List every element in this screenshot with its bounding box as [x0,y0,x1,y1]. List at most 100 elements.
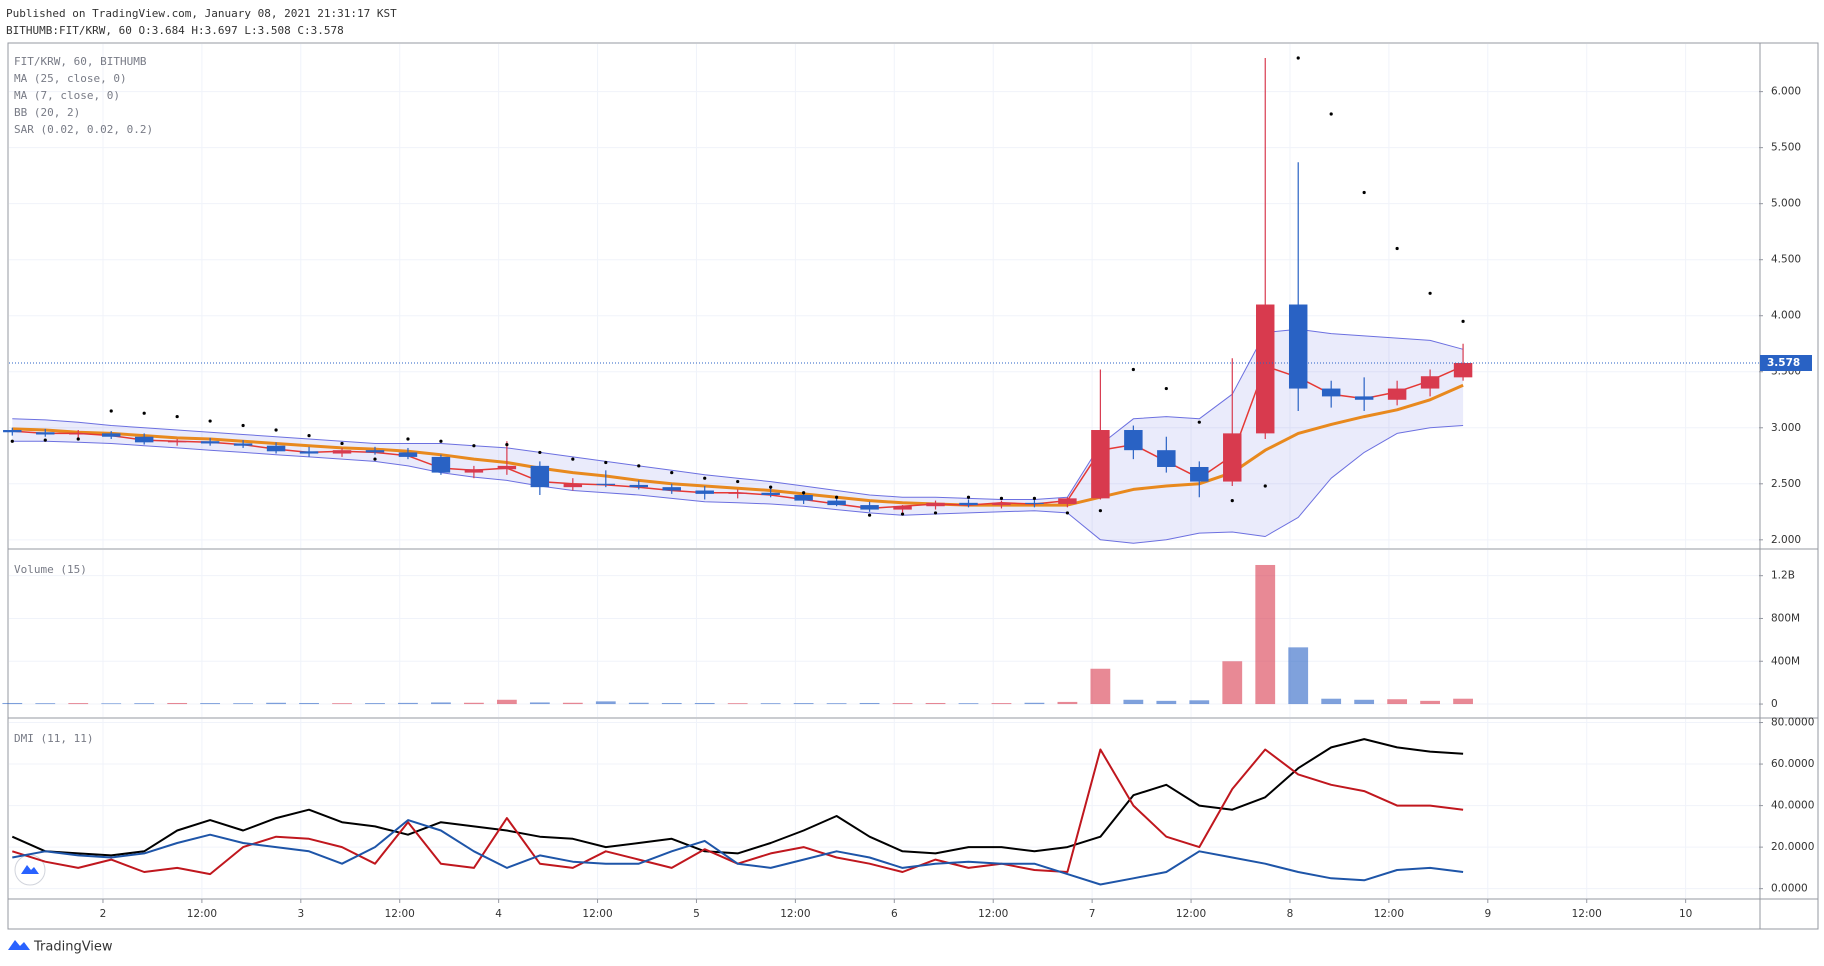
sar-dot [835,495,839,499]
y-tick-label: 3.000 [1771,422,1801,434]
sar-dot [1362,190,1366,195]
sar-dot [439,439,443,443]
volume-bar [562,702,583,705]
candle-body [959,502,978,506]
x-tick-label: 4 [495,908,502,920]
sar-dot [373,457,377,461]
sar-dot [867,513,872,517]
volume-bar [694,702,715,705]
sar-dot [76,437,80,441]
volume-bar [200,703,221,705]
candle-body [596,483,616,485]
pane-volume: 0 400M 800M 1.2B Volume (15) [2,550,1800,717]
dmi-line [12,819,1464,886]
bollinger-fill [12,329,1464,544]
y-tick-label: 2.000 [1771,534,1801,546]
sar-dot [109,409,113,413]
x-tick-label: 2 [100,908,107,920]
sar-dot [802,491,806,495]
sar-dot [307,434,311,438]
sar-dot [637,464,641,468]
candle-body [1223,433,1242,482]
y-tick-label: 20.0000 [1771,841,1814,853]
volume-bar [101,703,122,705]
volume-bar [1387,699,1408,705]
sar-dot [10,439,14,443]
y-tick-label: 6.000 [1771,86,1801,98]
volume-bar [1189,700,1210,705]
volume-bar [464,702,484,705]
candle-body [332,450,352,454]
sar-dot [1428,291,1432,295]
volume-bar [134,703,155,705]
y-tick-label: 800M [1771,612,1800,624]
volume-bar [958,703,979,705]
x-tick-label: 12:00 [1572,908,1602,920]
candle-body [1157,450,1176,467]
pane-line: 0.0000 20.0000 40.0000 60.0000 80.0000 DMI (1… [9,717,1814,920]
candle-body [629,484,649,488]
volume-bar [1321,698,1342,705]
candle-body [266,445,286,452]
candle-body [1288,304,1308,389]
sar-dot [966,495,971,499]
sar-dot [1296,56,1300,60]
volume-bar [529,702,550,705]
x-tick-label: 12:00 [187,908,217,920]
symbol-line: BITHUMB:FIT/KRW, 60 O:3.684 H:3.697 L:3.… [6,24,344,37]
candle-body [860,505,879,510]
legend-entry: FIT/KRW, 60, BITHUMB [14,55,147,68]
volume-bar [431,702,451,705]
candle-body [827,500,846,506]
sar-dot [241,423,245,428]
sar-dot [999,496,1004,500]
volume-bar [991,703,1012,705]
sar-dot [43,438,47,442]
x-tick-label: 12:00 [1176,908,1206,920]
bollinger-lower [12,425,1464,544]
candle-body [1453,363,1473,378]
brand-logo [8,940,30,950]
y-tick-label: 5.500 [1771,142,1801,154]
sar-dot [1065,511,1070,515]
volume-bar [496,699,517,705]
x-tick-label: 3 [297,908,304,920]
candle-body [893,506,912,510]
x-tick-label: 12:00 [385,908,415,920]
candle-body [36,432,55,435]
volume-bar [1420,700,1440,705]
candle-body [200,441,220,444]
volume-bar [1288,647,1309,705]
volume-bar [68,703,89,705]
volume-bar [661,702,682,705]
pane-candlestick: 2.0002.5003.0003.5004.0004.5005.0005.500… [3,44,1812,548]
candle-body [530,465,550,488]
volume-bar [1123,699,1144,705]
volume-bar [299,702,319,705]
chart-frame [7,42,1819,930]
sar-dot [406,437,410,441]
last-price-label: 3.578 [1767,357,1800,369]
volume-bar [628,702,649,705]
volume-bar [1222,661,1243,705]
y-tick-label: 5.000 [1771,198,1801,210]
pane-title: DMI (11, 11) [14,732,93,745]
sar-dot [1164,386,1168,391]
y-tick-label: 4.000 [1771,310,1801,322]
candle-body [167,441,187,443]
sar-dot [208,419,212,423]
dmi-line [11,738,1464,857]
candle-body [299,451,319,454]
bollinger-upper [12,328,1464,500]
sar-dot [472,444,476,448]
sar-dot [1131,367,1135,372]
volume-bar [595,701,616,705]
volume-bar [35,703,56,705]
volume-bar [1090,668,1111,705]
sar-dot [604,460,608,465]
candle-body [992,502,1011,506]
volume-bar [760,703,781,705]
volume-bar [1453,698,1473,705]
y-tick-label: 1.2B [1771,570,1795,582]
